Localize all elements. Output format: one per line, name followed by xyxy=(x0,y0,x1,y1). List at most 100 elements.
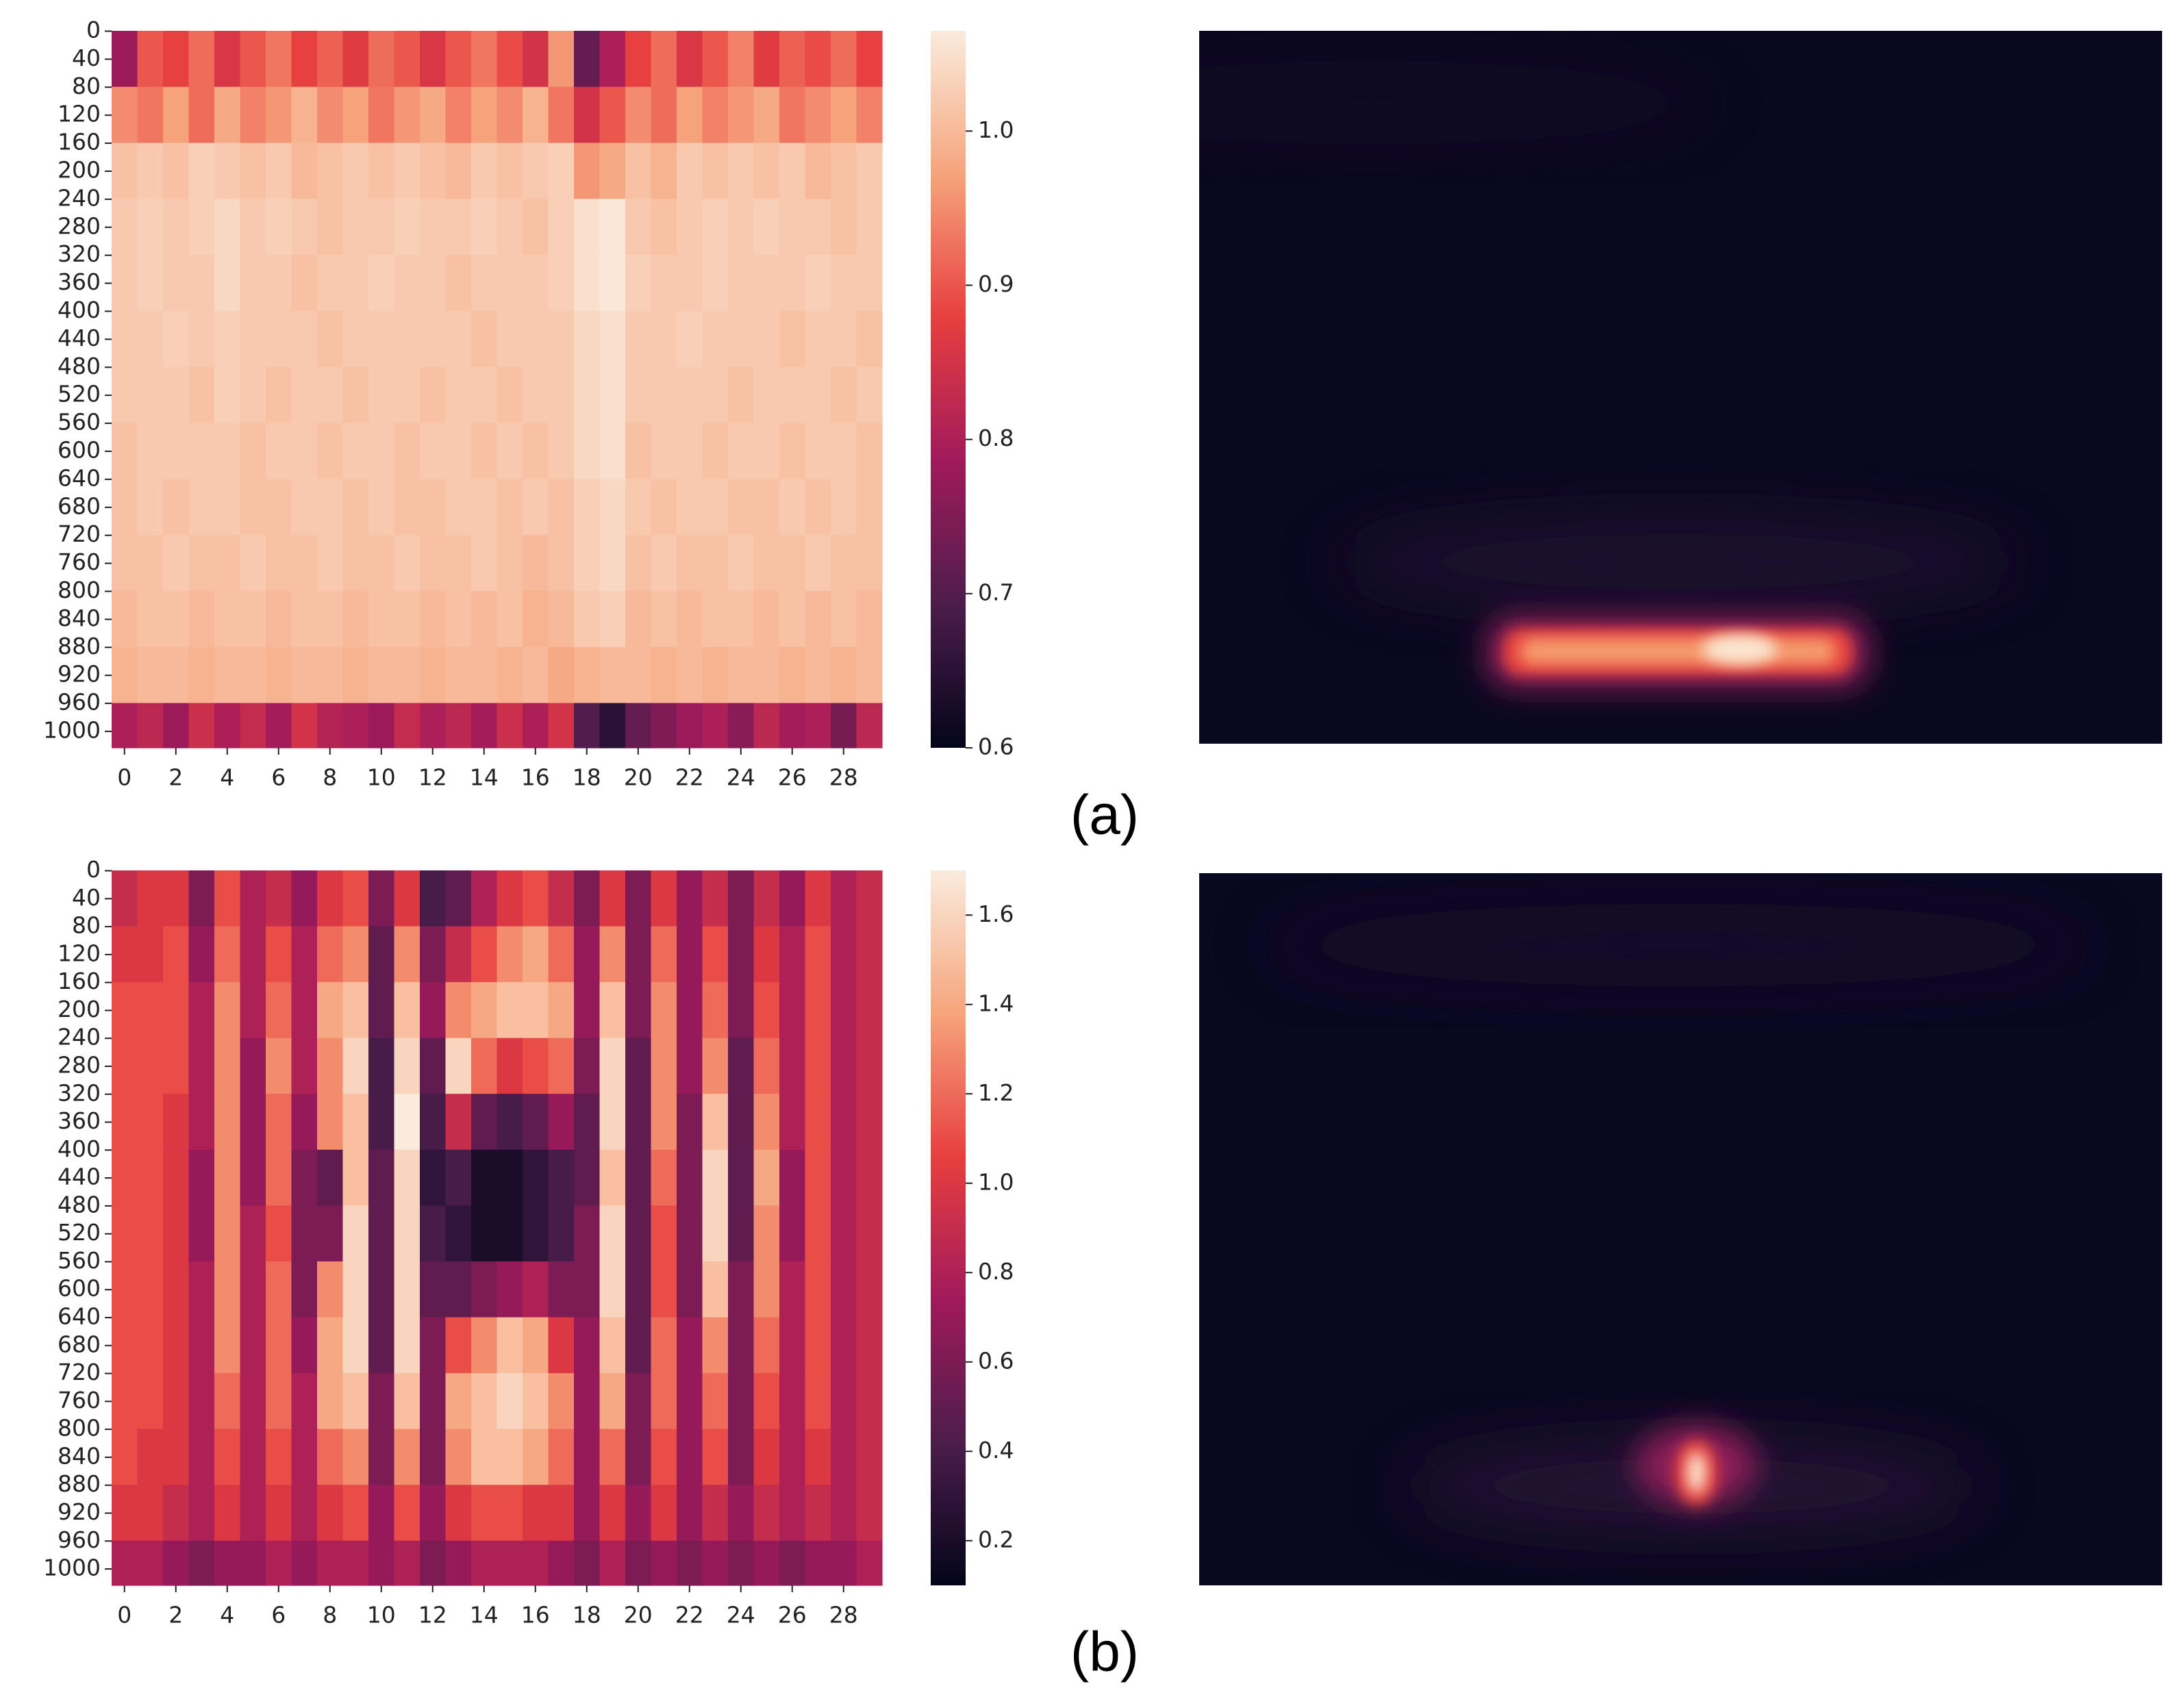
heatmap-cell xyxy=(445,646,472,704)
x-tick-label: 8 xyxy=(323,764,337,791)
heatmap-cell xyxy=(548,423,575,479)
heatmap-cell xyxy=(728,1429,755,1485)
heatmap-cell xyxy=(831,590,857,648)
heatmap-cell xyxy=(291,590,318,648)
heatmap-cell xyxy=(240,479,266,536)
heatmap-cell xyxy=(112,1540,138,1586)
heatmap-cell xyxy=(188,646,215,704)
heatmap-cell xyxy=(317,1205,344,1262)
heatmap-cell xyxy=(548,1429,575,1485)
heatmap-cell xyxy=(497,31,523,88)
heatmap-cell xyxy=(240,870,266,927)
heatmap-cell xyxy=(445,1540,472,1586)
heatmap-cell xyxy=(548,1094,575,1151)
heatmap-cell xyxy=(317,1038,344,1094)
y-tick-label: 640 xyxy=(58,464,101,491)
heatmap-cell xyxy=(188,926,215,983)
heatmap-cell xyxy=(548,199,575,255)
heatmap-cell xyxy=(779,1540,806,1586)
heatmap-cell xyxy=(548,703,575,749)
heatmap-cell xyxy=(420,310,447,368)
heatmap-cell xyxy=(471,1373,498,1430)
heatmap-cell xyxy=(394,86,421,144)
heatmap-cell xyxy=(831,86,857,144)
heatmap-cell xyxy=(574,255,601,312)
y-tick-label: 800 xyxy=(58,1415,101,1442)
heatmap-cell xyxy=(728,366,755,424)
x-tick-label: 18 xyxy=(573,1602,601,1629)
x-tick-label: 2 xyxy=(168,764,183,791)
heatmap-cell xyxy=(291,926,318,983)
y-tick-label: 1000 xyxy=(43,716,101,743)
colorbar-tick-label: 0.4 xyxy=(978,1437,1014,1463)
x-tick-label: 6 xyxy=(271,764,286,791)
heatmap-cell xyxy=(368,142,395,199)
heatmap-cell xyxy=(779,31,806,88)
heatmap-cell xyxy=(317,423,344,479)
heatmap-cell xyxy=(599,1373,626,1430)
heatmap-cell xyxy=(317,646,344,704)
heatmap-cell xyxy=(753,366,780,424)
heatmap-cell xyxy=(266,1485,292,1542)
heatmap-cell xyxy=(677,142,703,199)
heatmap-cell xyxy=(317,703,344,749)
heatmap-cell xyxy=(625,1205,652,1262)
heatmap-cell xyxy=(625,926,652,983)
heatmap-cell xyxy=(112,1429,138,1485)
heatmap-cell xyxy=(291,1485,318,1542)
heatmap-cell xyxy=(574,926,601,983)
heatmap-cell xyxy=(523,1429,549,1485)
heatmap-cell xyxy=(856,1485,883,1542)
heatmap-cell xyxy=(625,1317,652,1374)
heatmap-cell xyxy=(856,142,883,199)
heatmap-cell xyxy=(163,31,190,88)
heatmap-cell xyxy=(368,646,395,704)
heatmap-cell xyxy=(599,1261,626,1318)
heatmap-cell xyxy=(599,366,626,424)
heatmap-cell xyxy=(137,1261,164,1318)
heatmap-cell xyxy=(420,1540,447,1586)
heatmap-cell xyxy=(112,1205,138,1262)
colorbar xyxy=(931,31,966,748)
colorbar xyxy=(931,870,966,1585)
heatmap-cell xyxy=(291,310,318,368)
heatmap-cell xyxy=(599,1429,626,1485)
x-tick-label: 8 xyxy=(323,1602,337,1629)
heatmap-cell xyxy=(753,870,780,927)
heatmap-cell xyxy=(214,366,241,424)
heatmap-cell xyxy=(471,199,498,255)
heatmap-cell xyxy=(677,1485,703,1542)
heatmap-cell xyxy=(445,535,472,592)
heatmap-cell xyxy=(856,423,883,479)
heatmap-cell xyxy=(856,31,883,88)
heatmap-cell xyxy=(753,1373,780,1430)
y-tick-label: 1000 xyxy=(43,1555,101,1581)
heatmap-cell xyxy=(317,255,344,312)
heatmap-cell xyxy=(805,255,831,312)
heatmap-cell xyxy=(163,870,190,927)
heatmap-cell xyxy=(625,423,652,479)
heatmap-cell xyxy=(420,926,447,983)
heatmap-cell xyxy=(420,1205,447,1262)
heatmap-cell xyxy=(651,982,677,1039)
heatmap-cell xyxy=(137,31,164,88)
heatmap-cell xyxy=(214,1485,241,1542)
y-tick-label: 680 xyxy=(58,492,101,519)
heatmap-cell xyxy=(471,982,498,1039)
heatmap-cell xyxy=(677,1373,703,1430)
colorbar-tick-label: 0.6 xyxy=(978,1347,1014,1374)
heatmap-cell xyxy=(214,142,241,199)
heatmap-cell xyxy=(831,870,857,927)
heatmap-cell xyxy=(291,1205,318,1262)
heatmap-cell xyxy=(497,535,523,592)
heatmap-cell xyxy=(137,646,164,704)
heatmap-cell xyxy=(163,255,190,312)
x-tick-label: 0 xyxy=(117,1602,131,1629)
heatmap-cell xyxy=(240,1094,266,1151)
heatmap-cell xyxy=(420,1485,447,1542)
heatmap-cell xyxy=(291,1149,318,1206)
heatmap-cell xyxy=(728,142,755,199)
heatmap-cell xyxy=(677,703,703,749)
heatmap-cell xyxy=(831,31,857,88)
heatmap-cell xyxy=(445,423,472,479)
